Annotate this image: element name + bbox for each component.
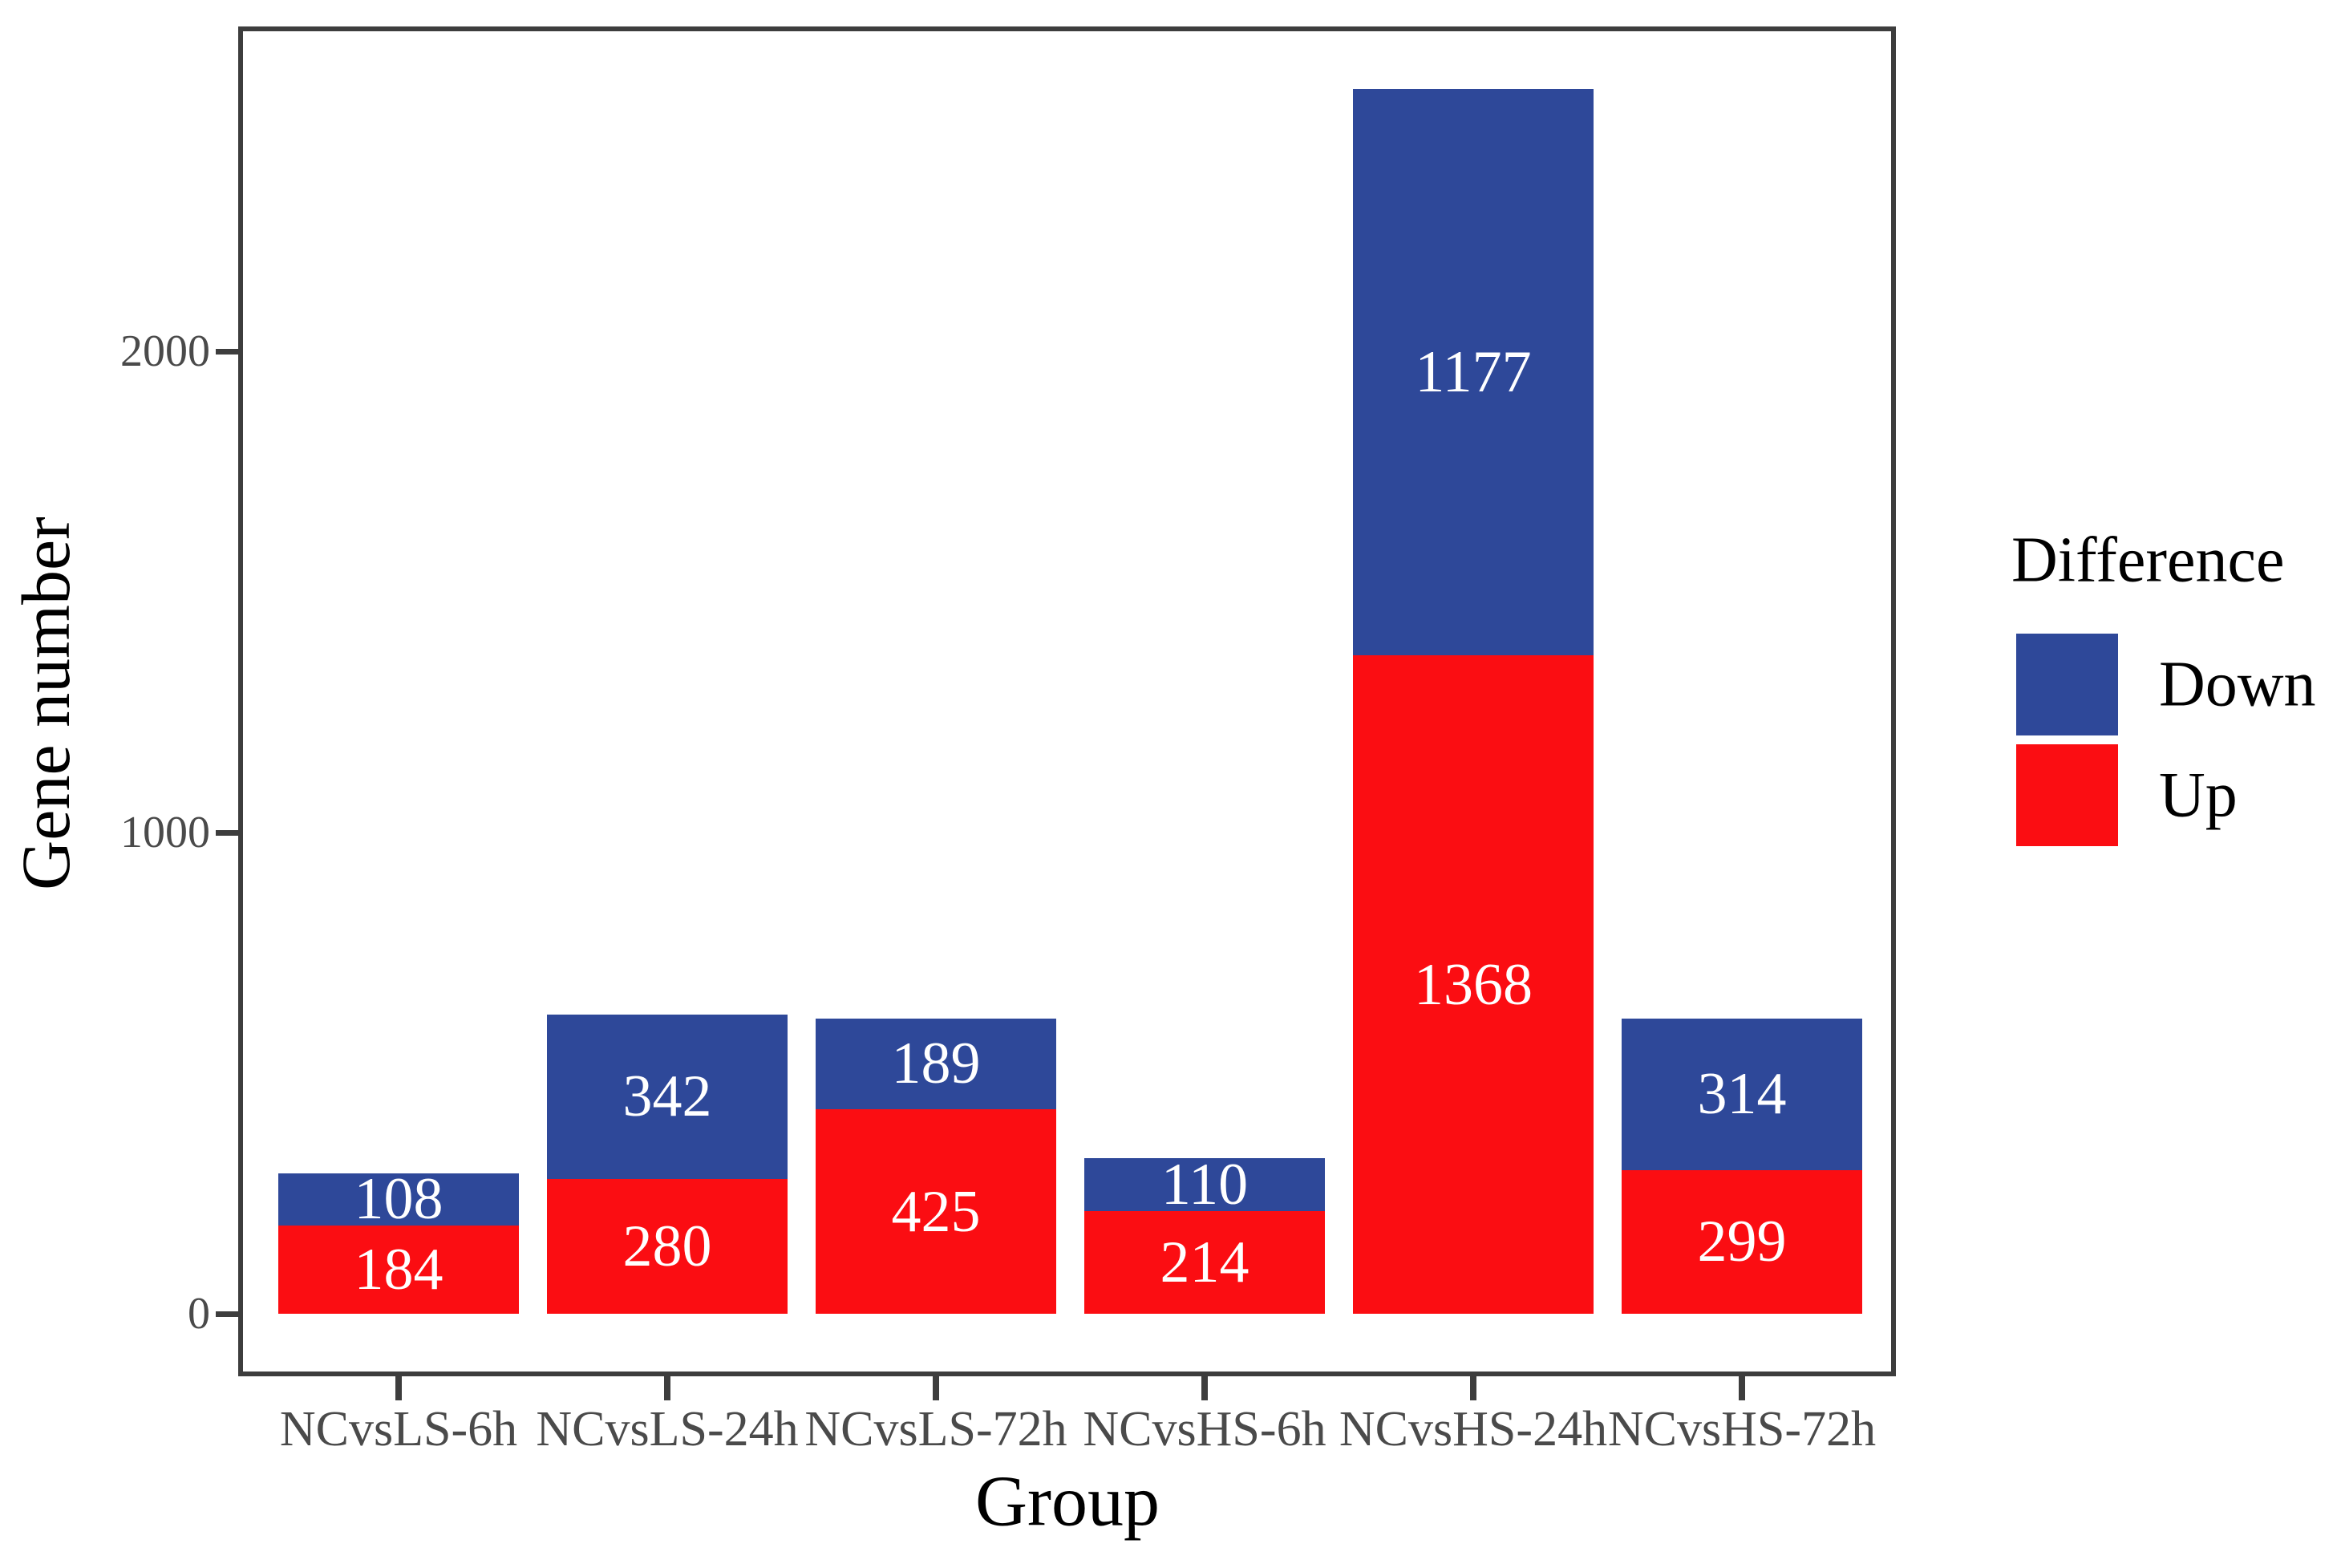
- bar-segment-up-NCvsHS-6h: 214: [1084, 1210, 1325, 1314]
- bar-segment-down-NCvsHS-72h: 314: [1622, 1019, 1862, 1170]
- bar-segment-down-NCvsHS-6h: 110: [1084, 1151, 1325, 1218]
- bar-segment-up-NCvsLS-24h: 280: [547, 1179, 788, 1314]
- x-tick-label-NCvsLS-6h: NCvsLS-6h: [279, 1402, 518, 1457]
- bar-segment-down-NCvsLS-24h: 342: [547, 1014, 788, 1179]
- x-tick-label-NCvsHS-72h: NCvsHS-72h: [1607, 1402, 1877, 1457]
- y-tick-mark-0: [216, 1311, 238, 1317]
- bar-value-label-up-NCvsHS-72h: 299: [1697, 1209, 1787, 1275]
- bar-value-label-down-NCvsLS-24h: 342: [622, 1064, 712, 1130]
- legend-swatch-down: [2016, 634, 2118, 735]
- bar-value-label-up-NCvsLS-6h: 184: [354, 1236, 443, 1303]
- y-tick-label-0: 0: [188, 1289, 210, 1339]
- bar-segment-down-NCvsLS-72h: 189: [816, 1018, 1056, 1109]
- legend-label-up: Up: [2159, 760, 2238, 831]
- y-tick-label-1000: 1000: [120, 808, 210, 857]
- bar-value-label-down-NCvsHS-6h: 110: [1160, 1151, 1249, 1218]
- x-tick-mark-NCvsLS-6h: [395, 1376, 402, 1400]
- bar-value-label-up-NCvsLS-24h: 280: [622, 1213, 712, 1279]
- legend-swatch-up: [2016, 744, 2118, 846]
- bar-segment-up-NCvsHS-72h: 299: [1622, 1169, 1862, 1314]
- bar-segment-down-NCvsLS-6h: 108: [278, 1166, 519, 1233]
- bar-segment-up-NCvsLS-72h: 425: [816, 1109, 1056, 1314]
- bar-value-label-down-NCvsLS-72h: 189: [891, 1031, 981, 1097]
- bar-segment-up-NCvsLS-6h: 184: [278, 1225, 519, 1314]
- y-tick-mark-2000: [216, 348, 238, 355]
- x-tick-mark-NCvsHS-72h: [1739, 1376, 1745, 1400]
- bar-value-label-down-NCvsHS-72h: 314: [1697, 1061, 1787, 1128]
- x-tick-label-NCvsLS-24h: NCvsLS-24h: [536, 1402, 799, 1457]
- bar-value-label-up-NCvsHS-24h: 1368: [1414, 951, 1533, 1018]
- bar-segment-down-NCvsHS-24h: 1177: [1353, 89, 1594, 656]
- bar-value-label-down-NCvsLS-6h: 108: [354, 1166, 443, 1233]
- plot-panel: [238, 26, 1896, 1376]
- x-axis-title: Group: [975, 1461, 1160, 1542]
- x-tick-mark-NCvsLS-72h: [933, 1376, 939, 1400]
- legend-label-down: Down: [2159, 649, 2316, 720]
- x-tick-label-NCvsHS-24h: NCvsHS-24h: [1339, 1402, 1608, 1457]
- x-tick-mark-NCvsHS-6h: [1201, 1376, 1208, 1400]
- bar-value-label-up-NCvsHS-6h: 214: [1160, 1229, 1249, 1295]
- x-tick-mark-NCvsLS-24h: [664, 1376, 670, 1400]
- y-tick-mark-1000: [216, 829, 238, 836]
- x-tick-label-NCvsLS-72h: NCvsLS-72h: [804, 1402, 1067, 1457]
- x-tick-mark-NCvsHS-24h: [1470, 1376, 1476, 1400]
- legend-title: Difference: [2011, 525, 2285, 596]
- bar-segment-up-NCvsHS-24h: 1368: [1353, 655, 1594, 1314]
- bar-value-label-down-NCvsHS-24h: 1177: [1415, 339, 1532, 406]
- bar-value-label-up-NCvsLS-72h: 425: [891, 1178, 981, 1245]
- x-tick-label-NCvsHS-6h: NCvsHS-6h: [1083, 1402, 1326, 1457]
- y-tick-label-2000: 2000: [120, 326, 210, 376]
